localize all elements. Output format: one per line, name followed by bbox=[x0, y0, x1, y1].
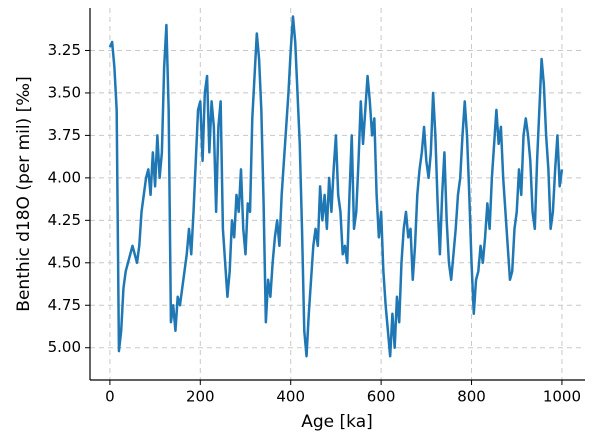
x-tick-label: 400 bbox=[276, 388, 305, 406]
y-tick-label: 3.25 bbox=[48, 41, 81, 59]
y-tick-label: 4.50 bbox=[48, 253, 81, 271]
y-tick-label: 3.50 bbox=[48, 83, 81, 101]
x-tick-label: 1000 bbox=[543, 388, 581, 406]
y-tick-label: 3.75 bbox=[48, 126, 81, 144]
y-tick-label: 4.75 bbox=[48, 296, 81, 314]
y-axis-label: Benthic d18O (per mil) [‰] bbox=[14, 76, 34, 311]
x-tick-label: 200 bbox=[186, 388, 215, 406]
y-tick-label: 4.00 bbox=[48, 168, 81, 186]
x-tick-label: 600 bbox=[367, 388, 396, 406]
x-tick-label: 800 bbox=[457, 388, 486, 406]
x-tick-label: 0 bbox=[105, 388, 115, 406]
data-line bbox=[108, 15, 564, 358]
y-tick-label: 4.25 bbox=[48, 211, 81, 229]
x-axis-label: Age [ka] bbox=[301, 412, 373, 432]
y-tick-label: 5.00 bbox=[48, 338, 81, 356]
